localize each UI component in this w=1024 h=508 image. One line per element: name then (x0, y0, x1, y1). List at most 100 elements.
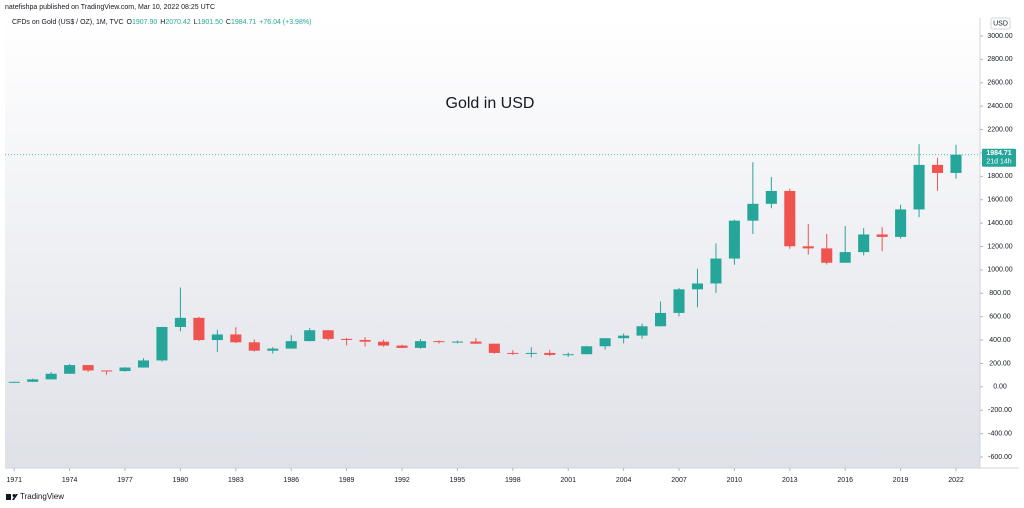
x-tick-label: 2019 (893, 477, 909, 484)
candle-body (950, 154, 962, 173)
legend-high: 2070.42 (165, 19, 190, 26)
candle-body (802, 246, 814, 249)
legend-change: +76.04 (+3.98%) (259, 19, 311, 26)
candle-body (599, 338, 611, 347)
candle-body (913, 164, 925, 210)
candle-body (322, 330, 334, 339)
candle-body (248, 342, 260, 351)
legend-close-label: C (226, 19, 231, 26)
y-tick-label: 1000.00 (987, 267, 1012, 274)
x-tick-label: 1974 (62, 477, 78, 484)
candle-body (378, 341, 390, 346)
candle-body (45, 373, 57, 380)
candle-body (784, 190, 796, 247)
chart-title: Gold in USD (446, 95, 535, 112)
candle-body (544, 352, 556, 355)
candle-body (156, 326, 168, 361)
currency: USD (993, 20, 1008, 27)
x-tick-label: 1971 (6, 477, 22, 484)
x-tick-label: 2004 (616, 477, 632, 484)
candle-body (507, 352, 519, 354)
candle-body (82, 365, 94, 371)
candle-body (304, 330, 316, 342)
candle-body (895, 209, 907, 237)
legend-symbol: CFDs on Gold (US$ / OZ), 1M, TVC (12, 19, 124, 26)
candle-body (488, 343, 500, 353)
candle-body (747, 203, 759, 221)
legend-close: 1984.71 (231, 19, 256, 26)
candle-body (433, 341, 445, 343)
legend-low-label: L (194, 19, 198, 26)
last-price-box (982, 148, 1016, 167)
y-tick-label: 2800.00 (987, 56, 1012, 63)
candle-body (193, 317, 205, 341)
y-tick-label: 1400.00 (987, 220, 1012, 227)
candle-body (562, 354, 574, 356)
legend-high-label: H (160, 19, 165, 26)
x-tick-label: 1998 (505, 477, 521, 484)
x-tick-label: 1995 (450, 477, 466, 484)
y-tick-label: 2400.00 (987, 103, 1012, 110)
y-tick-label: -600.00 (988, 454, 1012, 461)
legend: CFDs on Gold (US$ / OZ), 1M, TVC O1907.90… (12, 19, 311, 26)
candle-body (174, 317, 186, 327)
logo (6, 494, 18, 500)
candle-body (931, 164, 944, 173)
candle-body (396, 345, 408, 348)
x-tick-label: 1980 (173, 477, 189, 484)
candle-body (710, 258, 722, 284)
y-tick-label: 2600.00 (987, 80, 1012, 87)
candle-body (876, 234, 888, 237)
candle-body (581, 346, 593, 355)
candle-body (137, 360, 150, 368)
x-tick-label: 1986 (283, 477, 299, 484)
candle-body (211, 334, 223, 341)
header: natefishpa published on TradingView.com,… (5, 4, 215, 11)
candle-body (119, 367, 131, 372)
candle-body (655, 312, 667, 327)
candle-body (858, 234, 870, 253)
candle-body (64, 365, 76, 374)
candle-body (101, 370, 113, 372)
candle-body (636, 326, 648, 336)
countdown: 21d 14h (986, 159, 1011, 166)
x-tick-label: 2010 (727, 477, 743, 484)
y-tick-label: 1800.00 (987, 173, 1012, 180)
candle-body (341, 338, 353, 340)
candle-body (728, 220, 740, 259)
candle-body (8, 381, 20, 383)
candle-body (691, 283, 704, 290)
x-tick-label: 1977 (117, 477, 133, 484)
y-tick-label: 3000.00 (987, 33, 1012, 40)
candle-body (839, 252, 851, 263)
y-tick-label: 2200.00 (987, 126, 1012, 133)
legend-open: 1907.90 (132, 19, 157, 26)
candle-body (821, 248, 833, 263)
x-tick-label: 1992 (394, 477, 410, 484)
y-tick-label: -200.00 (988, 407, 1012, 414)
candle-body (525, 352, 537, 354)
y-tick-label: 1200.00 (987, 243, 1012, 250)
y-tick-label: 200.00 (989, 360, 1011, 367)
x-tick-label: 1989 (339, 477, 355, 484)
legend-text: CFDs on Gold (US$ / OZ), 1M, TVC O1907.90… (12, 19, 311, 26)
candle-body (470, 341, 482, 344)
candle-body (673, 289, 685, 313)
x-tick-label: 2022 (948, 477, 964, 484)
x-tick-label: 1983 (228, 477, 244, 484)
candle-body (285, 341, 297, 349)
y-tick-label: -400.00 (988, 430, 1012, 437)
candle-body (27, 379, 39, 382)
legend-low: 1901.50 (198, 19, 223, 26)
candle-body (414, 341, 427, 348)
currency-box (990, 17, 1011, 30)
candle-body (765, 190, 777, 204)
candle-body (230, 334, 242, 343)
y-tick-label: 1600.00 (987, 197, 1012, 204)
y-tick-label: 600.00 (989, 314, 1011, 321)
candle-body (451, 341, 463, 343)
candle-body (618, 335, 630, 339)
y-tick-label: 800.00 (989, 290, 1011, 297)
last-price-label: 1984.71 (986, 150, 1011, 157)
